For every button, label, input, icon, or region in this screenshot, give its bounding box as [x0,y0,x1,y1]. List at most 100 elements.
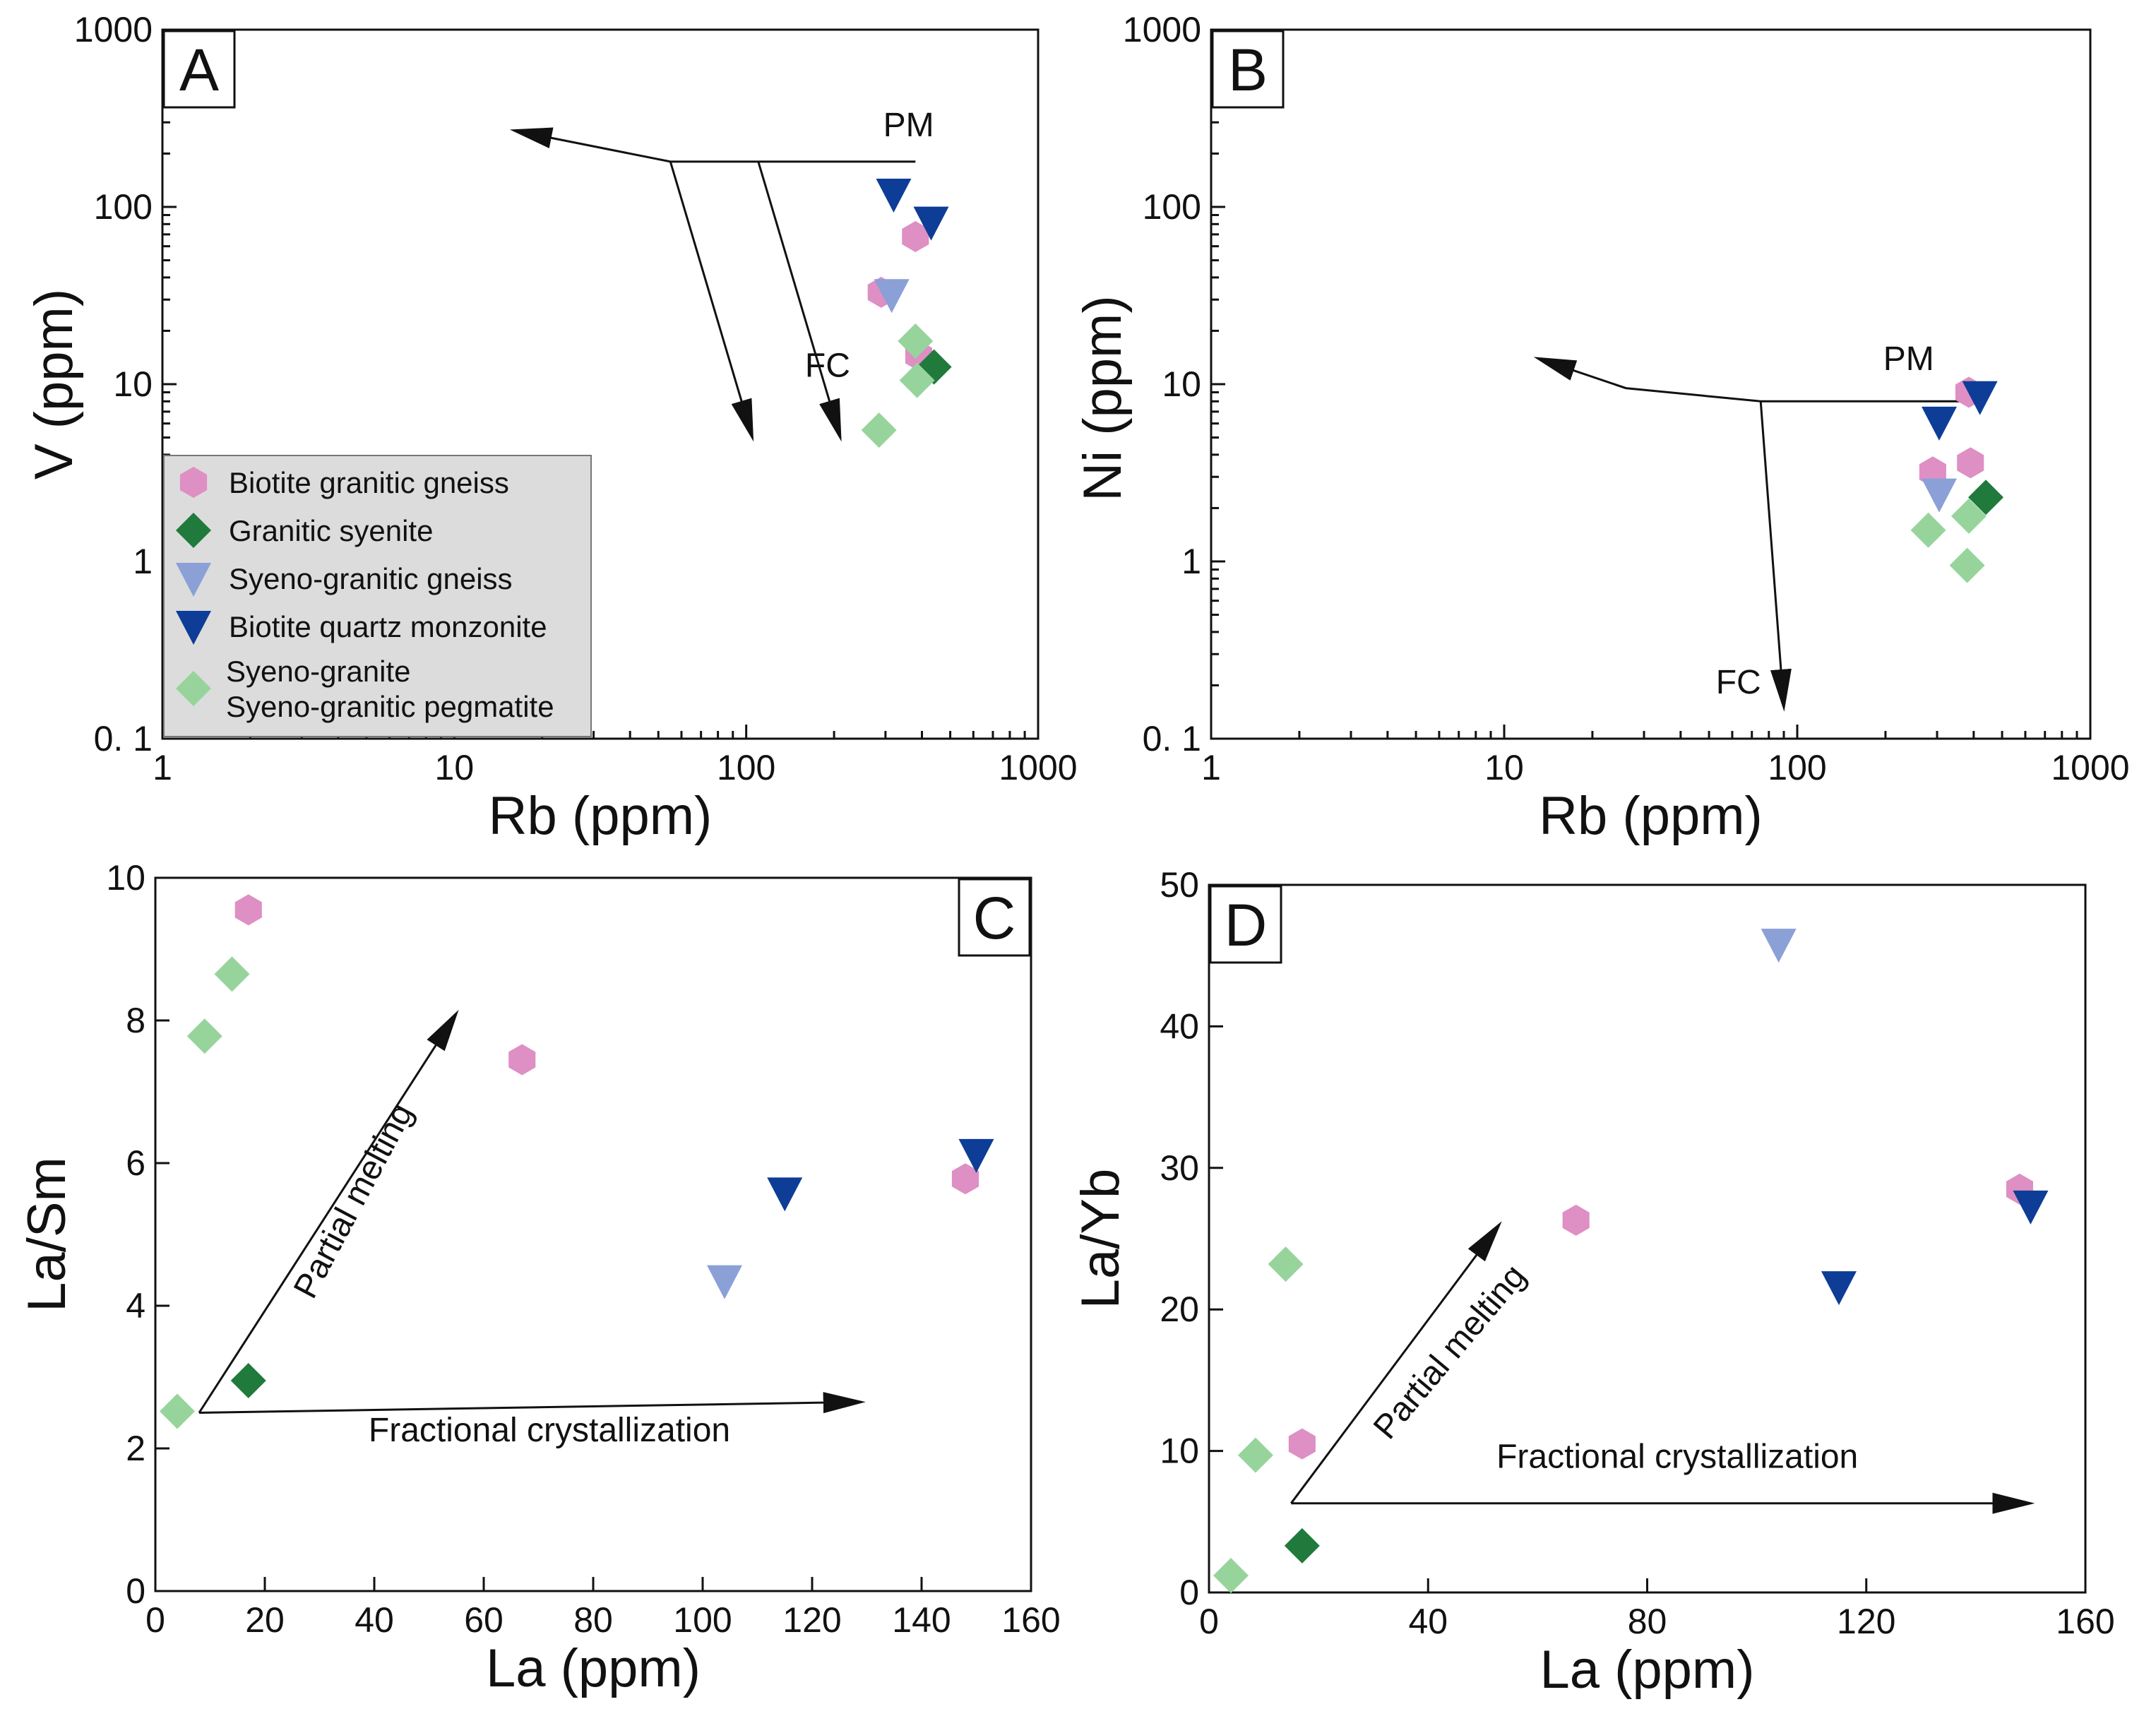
panel-b-xlabel: Rb (ppm) [1539,786,1763,846]
panel-a-point-syeno_granite [899,362,935,398]
panel-a-point-syeno_granite [861,412,897,448]
panel-b-ytick-label: 0. 1 [1143,719,1201,758]
legend-label-biotite_granitic_gneiss: Biotite granitic gneiss [229,466,509,499]
panel-d-trend-line-0 [1290,1221,1502,1504]
panel-c-ytick-label: 8 [126,1001,145,1040]
panel-c-point-syeno_granite [186,1018,222,1054]
panel-d-label-box [1209,885,1282,964]
legend-label-syeno_granitic_gneiss: Syeno-granitic gneiss [229,562,513,595]
legend-label-syeno_granite-line1: Syeno-granite [226,655,411,688]
panel-b-point-syeno_granite [1910,512,1946,548]
panel-c-ytick-label: 10 [106,858,145,898]
legend-marker-biotite_granitic_gneiss [179,467,208,498]
panel-b-ytick-label: 1 [1181,542,1201,581]
panel-c-xtick-label: 120 [782,1600,841,1640]
panel-a-trend-line-2 [757,161,842,442]
panel-a-ytick-label: 100 [94,187,153,227]
panel-d-point-syeno_granite [1268,1246,1304,1282]
panel-a-point-biotite_granitic_gneiss [902,221,929,252]
panel-c-ytick-label: 2 [126,1429,145,1468]
panel-d-point-biotite_granitic_gneiss [1288,1428,1316,1460]
panel-b-point-syeno_granite [1949,547,1985,583]
panel-d-xtick-label: 0 [1199,1602,1219,1641]
legend-marker-biotite_quartz_monzonite [176,611,211,645]
legend-marker-syeno_granitic_gneiss [176,563,211,597]
panel-c-trend-line-1 [198,1392,866,1414]
panel-b-trend-line-0 [1533,357,1974,403]
panel-d-point-biotite_quartz_monzonite [1821,1271,1857,1306]
panel-d-label: D [1225,892,1268,958]
panel-b-point-granitic_syenite [1968,480,2004,516]
panel-a-annotation-1: FC [805,347,850,385]
panel-b-annotation-0: PM [1883,340,1934,378]
panel-d-frame [1208,883,2087,1594]
panel-b-annotation-1: FC [1716,664,1761,701]
panel-b-point-biotite_granitic_gneiss [1957,447,1984,479]
panel-c-point-biotite_granitic_gneiss [234,894,262,926]
panel-c-point-biotite_granitic_gneiss [951,1163,979,1195]
panel-d-point-syeno_granitic_gneiss [1761,929,1797,963]
panel-a-xtick-label: 10 [435,748,475,787]
panel-a-annotation-0: PM [883,107,934,144]
panel-b-xtick-label: 100 [1768,748,1826,787]
panel-d-ytick-label: 40 [1160,1006,1199,1046]
panel-a-xlabel: Rb (ppm) [489,786,713,846]
panel-c-xtick-label: 80 [573,1600,613,1640]
panel-b-ytick-label: 1000 [1123,10,1201,49]
legend-label-biotite_quartz_monzonite: Biotite quartz monzonite [229,610,547,643]
panel-d-xtick-label: 40 [1408,1602,1448,1641]
panel-b-point-syeno_granitic_gneiss [1921,478,1957,513]
legend-label-syeno_granite-line2: Syeno-granitic pegmatite [226,690,554,723]
panel-d-point-biotite_quartz_monzonite [2013,1190,2049,1225]
panel-b-trend-line-1 [1759,401,1792,712]
panel-a-point-biotite_quartz_monzonite [876,178,912,213]
legend-marker-granitic_syenite [176,513,211,548]
panel-c-point-granitic_syenite [230,1363,266,1399]
panel-a-point-syeno_granitic_gneiss [874,279,910,314]
panel-a-point-syeno_granite [898,323,934,359]
panel-d-ytick-label: 50 [1160,865,1199,905]
panel-c: 0 20 40 60 80 100 120 140 160 0 2 4 6 8 10 La (ppm) La/S… [17,858,1061,1698]
panel-c-point-biotite_quartz_monzonite [767,1177,803,1212]
panel-b-point-biotite_quartz_monzonite [1921,406,1957,441]
panel-c-label: C [973,885,1016,951]
panel-a-ytick-label: 0. 1 [94,719,153,758]
panel-a-ytick-label: 10 [113,364,153,404]
panel-a-label-box [162,30,236,109]
panel-b-point-syeno_granite [1950,498,1987,534]
panel-d-xtick-label: 80 [1628,1602,1667,1641]
panel-d-point-granitic_syenite [1284,1527,1320,1564]
panel-a-xtick-label: 1000 [999,748,1077,787]
panel-d-point-biotite_granitic_gneiss [1562,1204,1590,1236]
legend-label-granitic_syenite: Granitic syenite [229,514,433,547]
panel-a-label: A [179,37,219,103]
panel-c-xtick-label: 160 [1001,1600,1060,1640]
panel-b-point-biotite_quartz_monzonite [1962,381,1998,415]
panel-d-ytick-label: 0 [1179,1573,1199,1612]
panel-c-point-syeno_granitic_gneiss [707,1265,742,1299]
panel-a-ylabel: V (ppm) [24,289,84,480]
panel-d-annotation-0: Partial melting [1366,1258,1533,1446]
panel-c-ylabel: La/Sm [17,1157,77,1312]
panel-c-xtick-label: 140 [892,1600,951,1640]
panel-d-annotation-1: Fractional crystallization [1496,1439,1858,1476]
panel-d-ytick-label: 10 [1160,1431,1199,1471]
panel-a-trend-line-1 [669,161,754,442]
panel-c-point-syeno_granite [160,1393,195,1429]
panel-c-annotation-1: Fractional crystallization [369,1412,730,1449]
panel-c-annotation-0: Partial melting [287,1097,421,1304]
panel-c-point-biotite_granitic_gneiss [508,1044,536,1076]
panel-d-point-syeno_granite [1237,1437,1273,1473]
panel-b-label: B [1228,37,1268,103]
panel-d-xtick-label: 120 [1837,1602,1895,1641]
legend-box [163,455,592,737]
panel-c-xtick-label: 40 [355,1600,394,1640]
panel-c-xtick-label: 60 [464,1600,504,1640]
panel-d-xlabel: La (ppm) [1539,1640,1754,1700]
panel-b-xtick-label: 1 [1201,748,1221,787]
panel-a-xtick-label: 1 [153,748,172,787]
legend: Biotite granitic gneiss Granitic syenite S… [163,455,592,737]
